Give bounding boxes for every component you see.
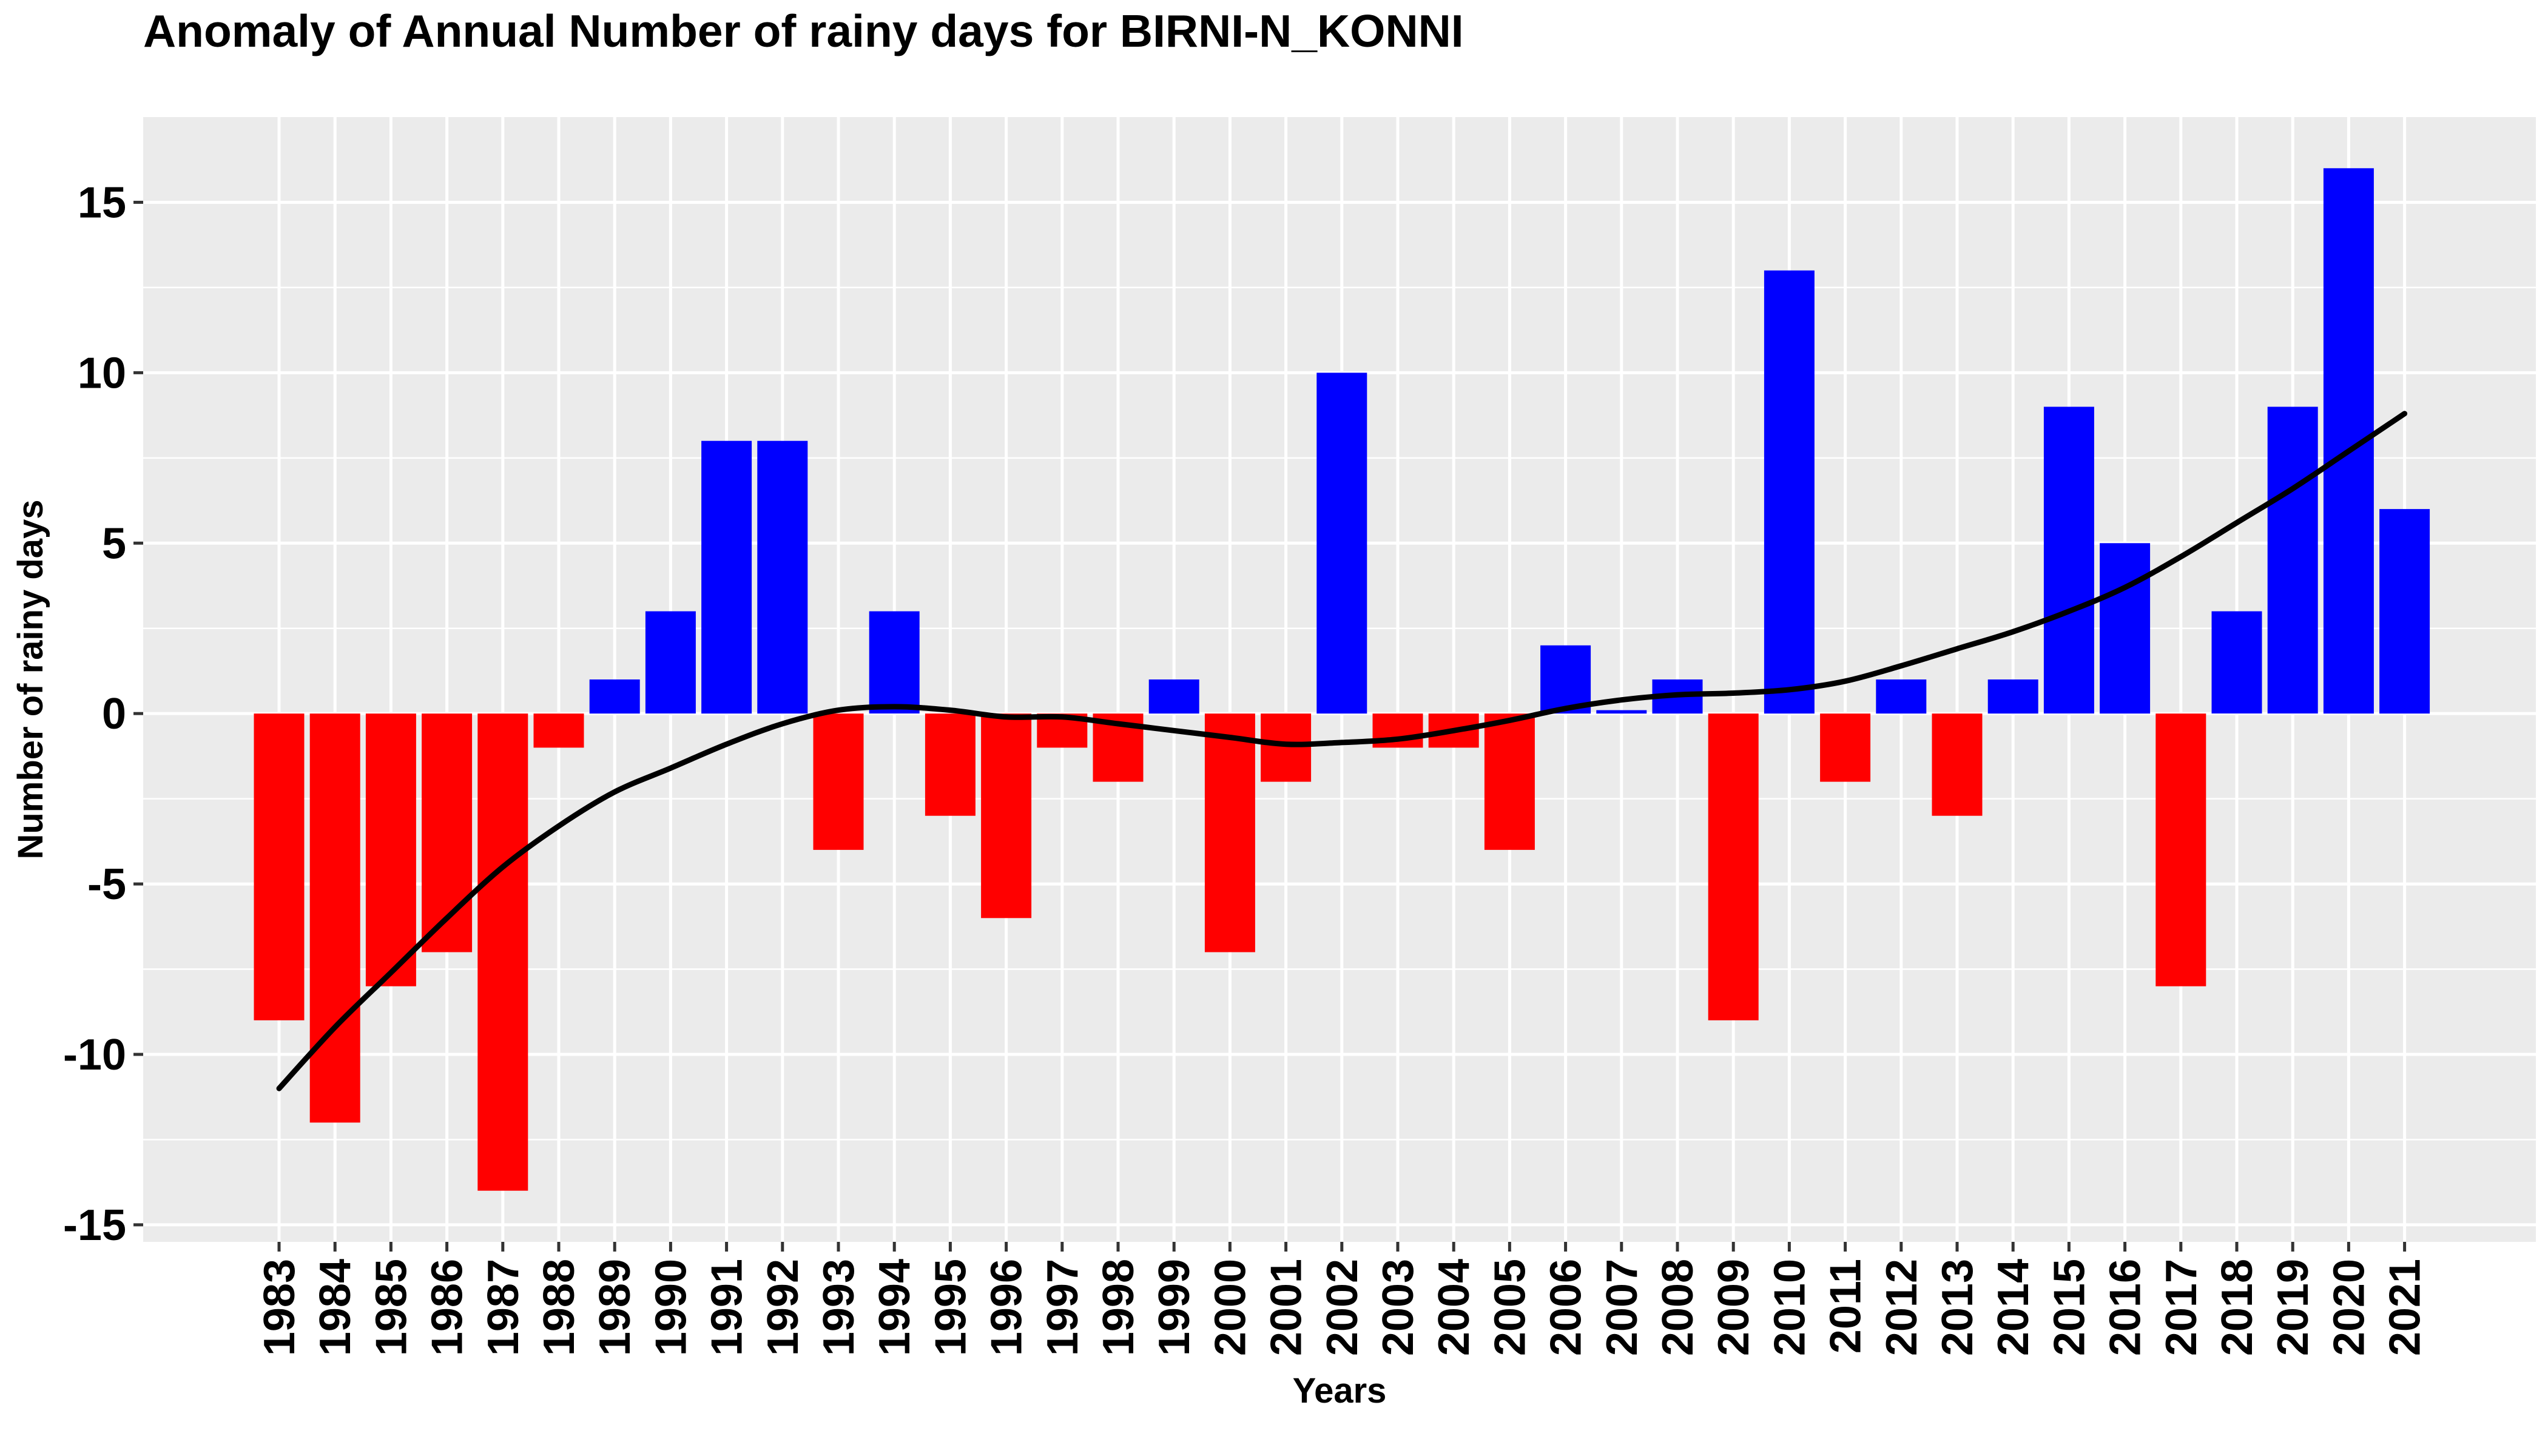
bar-1984 — [309, 713, 360, 1123]
bar-1992 — [757, 440, 808, 714]
x-tick-label-2001: 2001 — [1262, 1259, 1311, 1356]
bar-2014 — [1987, 679, 2038, 714]
x-tick-label-1990: 1990 — [647, 1259, 695, 1356]
x-tick-label-2017: 2017 — [2157, 1259, 2206, 1356]
bar-2015 — [2043, 406, 2094, 714]
bar-2012 — [1876, 679, 1927, 714]
x-axis: 1983 1984 1985 1986 1987 1988 1989 1990 1991 1992… — [255, 1242, 2430, 1356]
x-tick-label-2021: 2021 — [2381, 1259, 2430, 1356]
bar-1989 — [589, 679, 640, 714]
bar-2001 — [1261, 713, 1312, 782]
x-tick-label-2003: 2003 — [1374, 1259, 1423, 1356]
bar-1996 — [981, 713, 1032, 918]
x-tick-label-2005: 2005 — [1486, 1259, 1534, 1356]
bars-group — [254, 168, 2430, 1191]
x-tick-label-1994: 1994 — [871, 1259, 919, 1356]
x-tick-label-1985: 1985 — [367, 1259, 416, 1356]
x-tick-label-1989: 1989 — [591, 1259, 639, 1356]
x-tick-label-1996: 1996 — [983, 1259, 1031, 1356]
major-gridlines — [143, 117, 2536, 1242]
bar-2009 — [1708, 713, 1759, 1020]
x-tick-label-2011: 2011 — [1822, 1259, 1870, 1353]
x-axis-title: Years — [1293, 1371, 1387, 1410]
x-tick-label-2013: 2013 — [1933, 1259, 1982, 1356]
x-tick-label-2010: 2010 — [1765, 1259, 1814, 1356]
x-tick-label-2018: 2018 — [2213, 1259, 2262, 1356]
y-tick-label: 10 — [78, 349, 126, 397]
bar-1994 — [869, 611, 920, 714]
bar-2002 — [1316, 372, 1367, 714]
bar-2018 — [2211, 611, 2262, 714]
bar-2010 — [1764, 270, 1815, 714]
bar-2005 — [1484, 713, 1535, 850]
x-tick-label-2014: 2014 — [1989, 1259, 2038, 1356]
x-tick-label-1995: 1995 — [926, 1259, 975, 1356]
x-tick-label-1999: 1999 — [1150, 1259, 1199, 1356]
bar-2021 — [2379, 509, 2430, 714]
x-tick-label-2019: 2019 — [2269, 1259, 2317, 1356]
x-tick-label-1998: 1998 — [1094, 1259, 1143, 1356]
y-tick-label: -5 — [87, 860, 126, 909]
x-tick-label-1987: 1987 — [479, 1259, 528, 1356]
x-tick-label-1988: 1988 — [535, 1259, 584, 1356]
x-tick-label-2016: 2016 — [2101, 1259, 2150, 1356]
x-tick-label-1992: 1992 — [759, 1259, 807, 1356]
y-axis-title: Number of rainy days — [11, 499, 50, 859]
x-tick-label-1997: 1997 — [1039, 1259, 1087, 1356]
y-tick-label: 5 — [102, 519, 126, 568]
trend-line — [276, 411, 2408, 1091]
bar-1986 — [422, 713, 473, 952]
bar-1985 — [365, 713, 416, 986]
bar-1983 — [254, 713, 305, 1020]
x-tick-label-2006: 2006 — [1542, 1259, 1591, 1356]
bar-1991 — [701, 440, 752, 714]
x-tick-label-2000: 2000 — [1206, 1259, 1255, 1356]
y-tick-label: -15 — [63, 1201, 126, 1250]
bar-1993 — [813, 713, 864, 850]
x-tick-label-1986: 1986 — [423, 1259, 472, 1356]
bar-2011 — [1820, 713, 1871, 782]
x-tick-label-1984: 1984 — [311, 1259, 360, 1356]
bar-1999 — [1148, 679, 1199, 714]
bar-2000 — [1204, 713, 1255, 952]
x-tick-label-1993: 1993 — [815, 1259, 863, 1356]
x-tick-label-2015: 2015 — [2045, 1259, 2094, 1356]
bar-2016 — [2100, 543, 2151, 714]
chart-title: Anomaly of Annual Number of rainy days f… — [143, 5, 1464, 56]
x-tick-label-2008: 2008 — [1654, 1259, 1702, 1356]
y-axis: -15 -10 -5 0 5 10 15 — [63, 178, 143, 1250]
x-tick-label-2020: 2020 — [2325, 1259, 2373, 1356]
bar-2006 — [1540, 645, 1591, 714]
x-tick-label-2002: 2002 — [1318, 1259, 1367, 1356]
bar-1990 — [645, 611, 696, 714]
x-tick-label-1983: 1983 — [255, 1259, 304, 1356]
bar-2019 — [2267, 406, 2318, 714]
x-tick-label-1991: 1991 — [703, 1259, 752, 1356]
bar-2013 — [1932, 713, 1983, 816]
bar-1988 — [533, 713, 584, 748]
bar-2007 — [1596, 710, 1647, 714]
x-tick-label-2007: 2007 — [1598, 1259, 1646, 1356]
x-tick-label-2004: 2004 — [1430, 1259, 1478, 1356]
bar-1995 — [925, 713, 976, 816]
y-tick-label: -10 — [63, 1031, 126, 1079]
y-tick-label: 15 — [78, 178, 126, 227]
y-tick-label: 0 — [102, 690, 126, 738]
bar-2017 — [2155, 713, 2206, 986]
bar-1987 — [477, 713, 528, 1191]
x-tick-label-2012: 2012 — [1878, 1259, 1926, 1356]
x-tick-label-2009: 2009 — [1710, 1259, 1758, 1356]
